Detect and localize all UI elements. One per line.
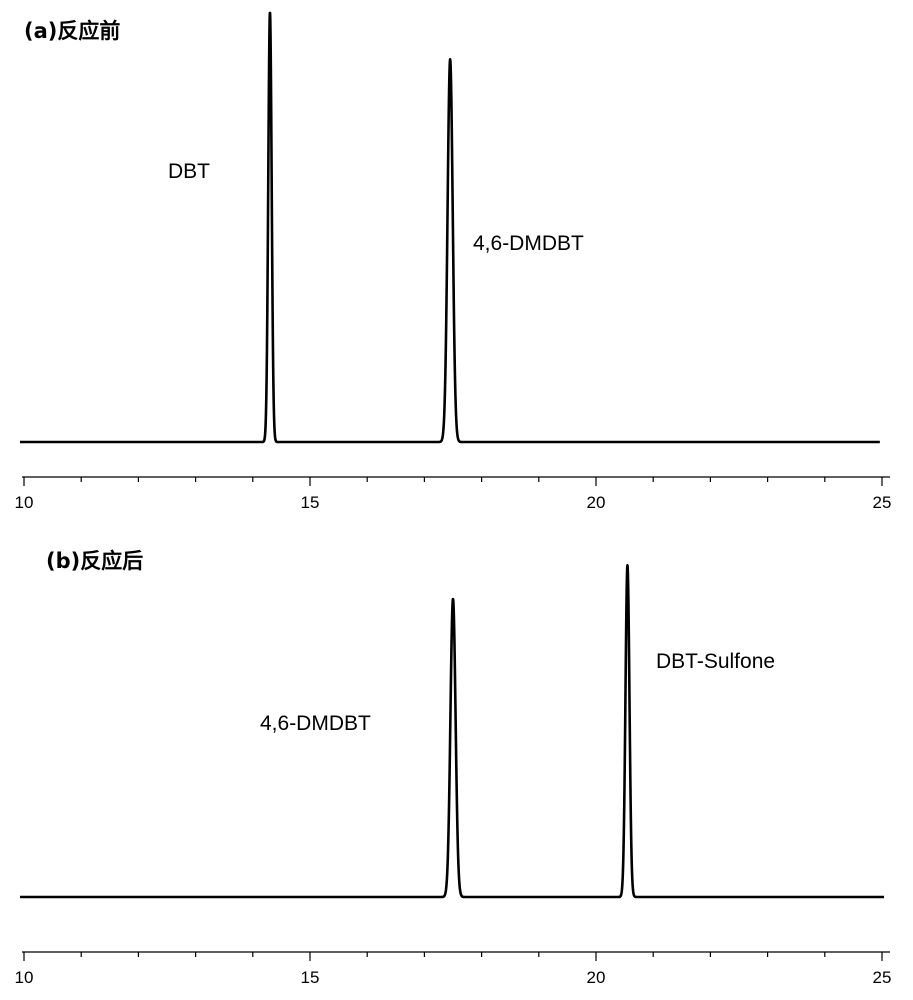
panel-a-trace xyxy=(20,13,880,442)
x-tick-label: 20 xyxy=(587,968,606,987)
panel-b: (b)反应后 4,6-DMDBT DBT-Sulfone 10 15 20 25 xyxy=(15,549,892,987)
x-tick-label: 15 xyxy=(301,493,320,512)
panel-a-peak-label-dmdbt: 4,6-DMDBT xyxy=(473,232,584,255)
x-tick-label: 20 xyxy=(587,493,606,512)
panel-a-title: (a)反应前 xyxy=(24,19,120,43)
x-tick-label: 10 xyxy=(15,968,34,987)
panel-b-peak-label-sulfone: DBT-Sulfone xyxy=(656,650,775,673)
x-tick-label: 10 xyxy=(15,493,34,512)
panel-b-trace xyxy=(20,565,884,897)
panel-a: (a)反应前 DBT 4,6-DMDBT 10 15 20 25 xyxy=(15,13,892,512)
x-tick-label: 25 xyxy=(873,968,892,987)
panel-b-title: (b)反应后 xyxy=(46,549,143,573)
panel-a-ticks: 10 15 20 25 xyxy=(15,477,892,512)
x-tick-label: 15 xyxy=(301,968,320,987)
panel-b-peak-label-dmdbt: 4,6-DMDBT xyxy=(260,712,371,735)
panel-a-peak-label-dbt: DBT xyxy=(168,160,210,183)
x-tick-label: 25 xyxy=(873,493,892,512)
panel-b-ticks: 10 15 20 25 xyxy=(15,952,892,987)
